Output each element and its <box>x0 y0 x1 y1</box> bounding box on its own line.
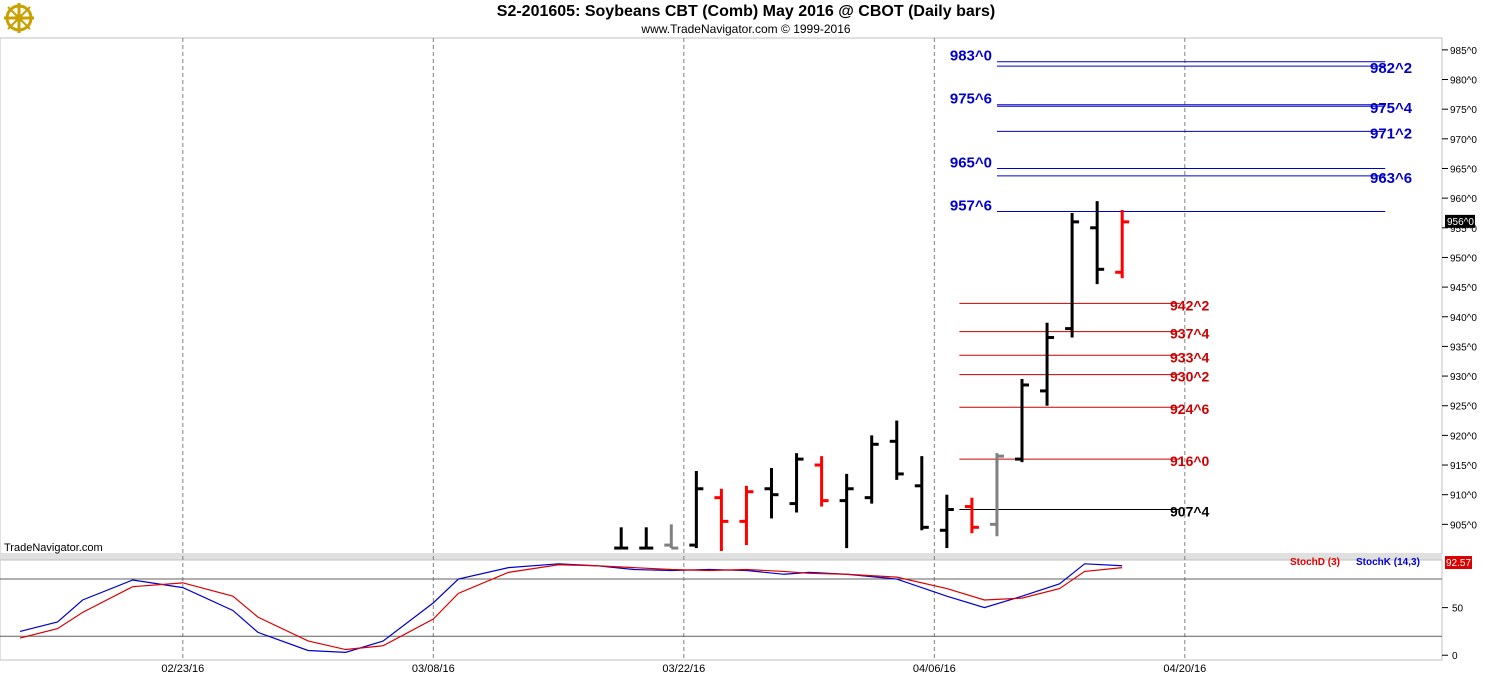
y-tick-label: 920^0 <box>1450 431 1477 442</box>
x-tick-label: 02/23/16 <box>161 663 204 675</box>
y-tick-label: 955^0 <box>1450 224 1477 235</box>
ohlc-bar <box>714 488 729 552</box>
x-tick-label: 03/22/16 <box>662 663 705 675</box>
ohlc-bar <box>839 473 854 549</box>
y-tick-label: 930^0 <box>1450 372 1477 383</box>
watermark-text: TradeNavigator.com <box>4 542 103 554</box>
level-label: 975^4 <box>1370 100 1413 117</box>
ohlc-bar <box>939 494 954 549</box>
ship-wheel-icon[interactable] <box>2 2 36 36</box>
ohlc-bar <box>639 527 654 550</box>
y-tick-label: 940^0 <box>1450 313 1477 324</box>
level-label: 907^4 <box>1170 504 1210 520</box>
y-tick-label: 935^0 <box>1450 342 1477 353</box>
y-tick-label: 985^0 <box>1450 46 1477 57</box>
level-label: 971^2 <box>1370 125 1412 142</box>
panel-divider[interactable] <box>0 554 1442 560</box>
stoch-legend-entry: StochK (14,3) <box>1356 557 1420 568</box>
chart-title: S2-201605: Soybeans CBT (Comb) May 2016 … <box>496 3 996 20</box>
level-label: 975^6 <box>950 91 992 108</box>
stoch-legend-entry: StochD (3) <box>1290 557 1340 568</box>
level-label: 924^6 <box>1170 401 1210 417</box>
stoch-plot-area <box>0 559 1443 661</box>
ohlc-bar <box>989 453 1004 537</box>
y-tick-label: 975^0 <box>1450 105 1477 116</box>
ohlc-bar <box>614 527 629 550</box>
stoch-series-line <box>19 564 1123 651</box>
price-plot-area <box>0 37 1443 555</box>
ohlc-bar <box>914 456 929 531</box>
ohlc-bar <box>739 485 754 546</box>
last-price-label: 956^0 <box>1447 217 1474 228</box>
y-tick-label: 970^0 <box>1450 135 1477 146</box>
stoch-y-tick-label: 0 <box>1452 651 1458 662</box>
ohlc-bar <box>864 435 879 504</box>
level-label: 942^2 <box>1170 297 1210 313</box>
ohlc-bar <box>664 524 679 550</box>
chart-header: S2-201605: Soybeans CBT (Comb) May 2016 … <box>0 0 1492 38</box>
y-tick-label: 980^0 <box>1450 76 1477 87</box>
ohlc-bar <box>1015 379 1029 463</box>
ohlc-bar <box>1115 210 1130 279</box>
level-label: 963^6 <box>1370 170 1412 187</box>
chart-subtitle: www.TradeNavigator.com © 1999-2016 <box>641 22 851 36</box>
ohlc-bar <box>814 456 829 507</box>
x-tick-label: 04/06/16 <box>913 663 956 675</box>
level-label: 983^0 <box>950 48 992 65</box>
x-tick-label: 03/08/16 <box>412 663 455 675</box>
ohlc-bar <box>1040 322 1055 406</box>
ohlc-bar <box>789 453 804 513</box>
ohlc-bar <box>1090 201 1105 285</box>
y-tick-label: 960^0 <box>1450 194 1477 205</box>
y-tick-label: 950^0 <box>1450 253 1477 264</box>
last-price-box <box>1445 214 1475 228</box>
stoch-last-value-label: 92.57 <box>1446 558 1471 569</box>
ohlc-bar <box>689 470 704 549</box>
y-tick-label: 915^0 <box>1450 461 1477 472</box>
level-label: 930^2 <box>1170 369 1210 385</box>
y-tick-label: 905^0 <box>1450 520 1477 531</box>
ohlc-bar <box>964 497 979 534</box>
level-label: 957^6 <box>950 197 992 214</box>
y-tick-label: 925^0 <box>1450 402 1477 413</box>
level-label: 982^2 <box>1370 60 1412 77</box>
ohlc-bar <box>1065 212 1080 338</box>
level-label: 965^0 <box>950 154 992 171</box>
x-tick-label: 04/20/16 <box>1163 663 1206 675</box>
stoch-y-tick-label: 50 <box>1452 604 1464 615</box>
ohlc-bar <box>889 420 904 480</box>
level-label: 937^4 <box>1170 326 1210 342</box>
y-tick-label: 965^0 <box>1450 164 1477 175</box>
y-tick-label: 945^0 <box>1450 283 1477 294</box>
level-label: 933^4 <box>1170 349 1210 365</box>
level-label: 916^0 <box>1170 453 1210 469</box>
y-tick-label: 910^0 <box>1450 491 1477 502</box>
stoch-last-value-box <box>1445 556 1472 569</box>
ohlc-bar <box>764 468 779 519</box>
